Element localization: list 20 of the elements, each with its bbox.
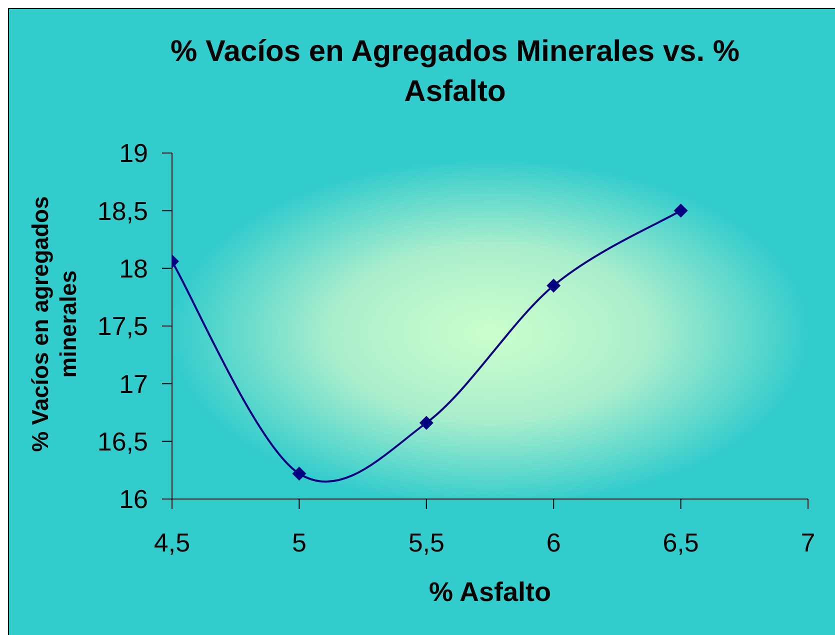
x-tick-label: 7: [800, 527, 816, 558]
point: [674, 204, 688, 218]
y-tick-label: 18,5: [97, 196, 148, 226]
chart-title: % Vacíos en Agregados Minerales vs. % Asfalto: [169, 34, 741, 110]
y-tick-label: 17,5: [97, 311, 148, 342]
y-tick-label: 16,5: [97, 426, 148, 457]
point: [419, 416, 434, 430]
x-tick-label: 4,5: [154, 527, 190, 558]
y-tick-label: 18: [119, 254, 148, 284]
point: [546, 278, 561, 293]
y-axis-title: % Vacíos en agregados minerales: [26, 195, 82, 454]
y-tick-label: 17: [119, 368, 148, 399]
x-tick-label: 6,5: [662, 527, 699, 558]
x-tick-label: 5,5: [408, 527, 444, 558]
x-axis-title: % Asfalto: [428, 576, 552, 609]
point: [292, 466, 306, 481]
x-tick-label: 5: [292, 527, 306, 558]
y-tick-label: 19: [119, 138, 148, 168]
x-tick-label: 6: [546, 527, 561, 558]
y-tick-label: 16: [119, 484, 148, 514]
